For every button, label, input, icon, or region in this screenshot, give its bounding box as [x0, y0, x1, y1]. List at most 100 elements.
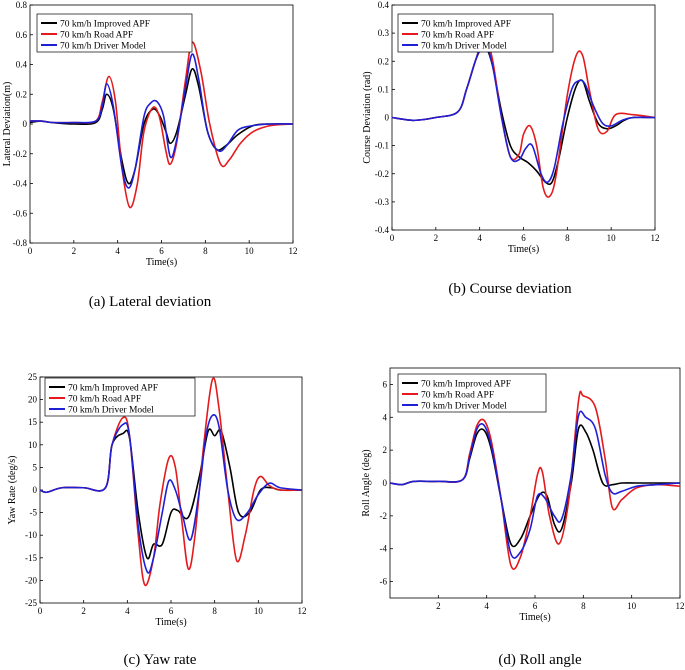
x-axis-label: Time(s): [146, 257, 177, 268]
y-axis-label: Yaw Rate (deg/s): [7, 456, 18, 525]
y-tick-label: -4: [380, 544, 388, 554]
legend-entry: 70 km/h Road APF: [68, 395, 141, 405]
y-tick-label: 25: [28, 372, 38, 382]
x-tick-label: 8: [203, 246, 208, 256]
y-tick-label: 10: [28, 440, 38, 450]
x-tick-label: 10: [607, 233, 617, 243]
y-tick-label: 6: [383, 379, 388, 389]
y-tick-label: -0.2: [13, 149, 27, 159]
y-tick-label: -0.4: [375, 225, 390, 235]
x-tick-label: 4: [477, 233, 482, 243]
figure-caption: (c) Yaw rate: [124, 652, 197, 668]
x-tick-label: 2: [434, 233, 439, 243]
legend-entry: 70 km/h Driver Model: [421, 42, 507, 52]
x-tick-label: 0: [38, 606, 43, 616]
legend-box: [397, 373, 547, 413]
y-tick-label: -6: [380, 577, 388, 587]
legend-box: [44, 377, 196, 417]
x-tick-label: 8: [565, 233, 570, 243]
x-tick-label: 2: [81, 606, 86, 616]
series-line-driver-model: [40, 414, 302, 574]
y-tick-label: -0.6: [13, 208, 28, 218]
y-tick-label: -20: [25, 575, 37, 585]
x-tick-label: 6: [533, 601, 538, 611]
y-tick-label: 5: [33, 462, 38, 472]
y-tick-label: 2: [383, 445, 388, 455]
y-tick-label: -25: [25, 598, 37, 608]
x-tick-label: 6: [521, 233, 526, 243]
y-tick-label: -10: [25, 530, 37, 540]
x-tick-label: 6: [169, 606, 174, 616]
y-tick-label: 0.8: [16, 0, 28, 10]
y-tick-label: -15: [25, 553, 37, 563]
x-tick-label: 4: [484, 601, 489, 611]
chart-panel-2: 0 2 4 6 8 10 12 -0.4 -0.3 -0.2 -0.1 0 0.1 0.2 0.3 0.4 Ti…: [362, 0, 660, 297]
x-tick-label: 8: [212, 606, 217, 616]
figure-caption: (d) Roll angle: [498, 652, 582, 668]
legend-entry: 70 km/h Driver Model: [60, 42, 146, 52]
x-tick-label: 2: [436, 601, 441, 611]
x-tick-label: 0: [390, 233, 395, 243]
figure-caption: (b) Course deviation: [448, 281, 572, 297]
x-tick-label: 6: [159, 246, 164, 256]
legend-entry: 70 km/h Driver Model: [68, 406, 154, 416]
x-tick-label: 4: [125, 606, 130, 616]
x-tick-label: 4: [115, 246, 120, 256]
y-axis-label: Lateral Deviation(m): [2, 82, 13, 167]
x-tick-label: 12: [651, 233, 660, 243]
series-line-driver-model: [390, 410, 680, 559]
x-axis-label: Time(s): [519, 612, 550, 623]
y-tick-label: -0.8: [13, 238, 28, 248]
legend-entry: 70 km/h Driver Model: [421, 402, 507, 412]
legend-entry: 70 km/h Road APF: [60, 31, 133, 41]
x-tick-label: 2: [72, 246, 77, 256]
y-tick-label: -0.3: [375, 197, 390, 207]
x-tick-label: 8: [581, 601, 586, 611]
y-tick-label: 0.1: [378, 84, 389, 94]
y-tick-label: 4: [383, 412, 388, 422]
series-line-driver-model: [30, 53, 293, 189]
y-tick-label: 0.2: [16, 89, 27, 99]
x-tick-label: 12: [289, 246, 298, 256]
x-axis-label: Time(s): [508, 244, 539, 255]
y-tick-label: 0.2: [378, 56, 389, 66]
legend-box: [397, 13, 554, 53]
y-tick-label: 0.6: [16, 30, 28, 40]
x-tick-label: 12: [676, 601, 685, 611]
y-tick-label: 0.4: [16, 60, 28, 70]
x-tick-label: 10: [245, 246, 255, 256]
legend-entry: 70 km/h Improved APF: [421, 20, 511, 30]
chart-panel-3: 0 2 4 6 8 10 12 -25 -20 -15 -10 -5 0 5 10 15 20 25 Time(s)…: [7, 372, 307, 668]
y-tick-label: -0.2: [375, 169, 389, 179]
figure-caption: (a) Lateral deviation: [89, 294, 212, 310]
x-axis-label: Time(s): [155, 617, 186, 628]
x-tick-label: 10: [627, 601, 637, 611]
y-tick-label: 0.4: [378, 0, 390, 10]
x-tick-label: 12: [298, 606, 307, 616]
legend-entry: 70 km/h Improved APF: [60, 20, 150, 30]
series-line-improved-apf: [40, 428, 302, 560]
y-tick-label: 0: [385, 113, 390, 123]
legend-entry: 70 km/h Road APF: [421, 391, 494, 401]
series-line-driver-model: [392, 41, 655, 184]
y-tick-label: -0.4: [13, 179, 28, 189]
y-tick-label: 0: [33, 485, 38, 495]
y-tick-label: -2: [380, 511, 388, 521]
y-tick-label: -0.1: [375, 141, 389, 151]
y-tick-label: 0: [383, 478, 388, 488]
y-tick-label: 20: [28, 395, 38, 405]
y-axis-label: Course Deviation (rad): [362, 71, 373, 163]
y-tick-label: -5: [30, 508, 38, 518]
legend-entry: 70 km/h Improved APF: [421, 380, 511, 390]
series-line-road-apf: [390, 390, 680, 570]
legend-entry: 70 km/h Road APF: [421, 31, 494, 41]
y-tick-label: 0: [23, 119, 28, 129]
series-line-road-apf: [392, 36, 655, 198]
y-tick-label: 15: [28, 417, 38, 427]
